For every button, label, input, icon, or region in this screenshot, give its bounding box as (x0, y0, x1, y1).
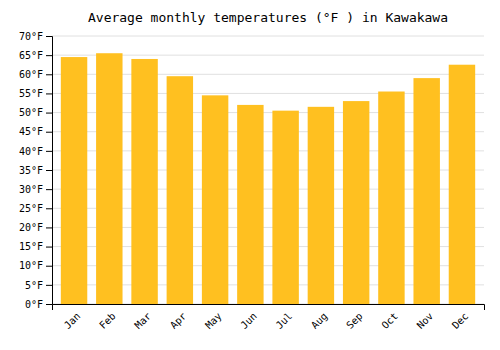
axis-line (46, 37, 53, 305)
axis-line (53, 305, 485, 311)
tick-mark (46, 285, 52, 286)
x-tick: Jul (274, 310, 295, 331)
tick-mark (46, 55, 52, 56)
tick-label: Feb (97, 310, 118, 331)
grid-line (52, 36, 484, 37)
tick-label: 10°F (19, 260, 43, 271)
tick-mark (46, 208, 52, 209)
tick-mark (46, 113, 52, 114)
y-tick: 55°F (19, 88, 52, 99)
tick-mark (46, 151, 52, 152)
y-tick: 35°F (19, 165, 52, 176)
tick-label: 40°F (19, 146, 43, 157)
tick-label: 20°F (19, 222, 43, 233)
tick-label: 50°F (19, 107, 43, 118)
tick-label: 65°F (19, 50, 43, 61)
y-tick: 45°F (19, 126, 52, 137)
y-tick: 60°F (19, 69, 52, 80)
tick-mark (46, 36, 52, 37)
bar (308, 107, 334, 304)
tick-label: 55°F (19, 88, 43, 99)
chart: 0°F 5°F 10°F 15°F 20°F 25°F 30°F 35°F 40°F 45°F 50… (0, 0, 500, 350)
tick-label: 70°F (19, 31, 43, 42)
tick-mark (46, 266, 52, 267)
tick-label: 5°F (25, 280, 43, 291)
tick-label: 30°F (19, 184, 43, 195)
y-tick: 50°F (19, 107, 52, 118)
x-tick: May (203, 310, 224, 331)
tick-mark (46, 304, 52, 305)
x-tick: Jan (62, 310, 83, 331)
y-tick: 5°F (25, 280, 52, 291)
x-tick: Nov (415, 310, 436, 331)
y-tick: 30°F (19, 184, 52, 195)
bar (449, 65, 475, 304)
tick-label: 15°F (19, 241, 43, 252)
tick-label: Jul (274, 310, 295, 331)
tick-label: 60°F (19, 69, 43, 80)
bar (413, 78, 439, 304)
tick-label: 25°F (19, 203, 43, 214)
y-tick: 70°F (19, 31, 52, 42)
tick-mark (46, 189, 52, 190)
tick-label: Aug (309, 310, 330, 331)
tick-label: Mar (133, 310, 154, 331)
tick-mark (46, 247, 52, 248)
y-tick: 10°F (19, 260, 52, 271)
bar (237, 105, 263, 304)
tick-mark (46, 93, 52, 94)
bar (343, 101, 369, 304)
y-tick: 65°F (19, 50, 52, 61)
plot: 0°F 5°F 10°F 15°F 20°F 25°F 30°F 35°F 40°F 45°F 50… (19, 31, 485, 331)
bar (131, 59, 157, 304)
tick-label: Jun (238, 310, 259, 331)
y-tick: 0°F (25, 299, 52, 310)
y-axis: 0°F 5°F 10°F 15°F 20°F 25°F 30°F 35°F 40°F 45°F 50… (19, 31, 53, 310)
x-axis: Jan Feb Mar Apr May Jun Jul Aug Sep Oct Nov Dec (53, 305, 485, 331)
y-tick: 15°F (19, 241, 52, 252)
tick-label: Nov (415, 310, 436, 331)
tick-mark (46, 74, 52, 75)
tick-mark (46, 227, 52, 228)
tick-label: 45°F (19, 126, 43, 137)
tick-label: Dec (450, 310, 471, 331)
tick-label: Jan (62, 310, 83, 331)
bar (167, 76, 193, 304)
x-tick: Jun (238, 310, 259, 331)
x-tick: Mar (133, 310, 154, 331)
x-tick: Oct (379, 310, 400, 331)
x-tick: Sep (344, 310, 365, 331)
tick-label: Sep (344, 310, 365, 331)
bars (61, 53, 475, 304)
bar (61, 57, 87, 304)
title: Average monthly temperatures (°F ) in Ka… (88, 10, 448, 25)
x-tick: Aug (309, 310, 330, 331)
x-tick: Dec (450, 310, 471, 331)
y-tick: 20°F (19, 222, 52, 233)
y-tick: 25°F (19, 203, 52, 214)
tick-label: 35°F (19, 165, 43, 176)
tick-label: Apr (168, 310, 189, 331)
bar (272, 111, 298, 304)
tick-label: Oct (379, 310, 400, 331)
bar (96, 53, 122, 304)
x-tick: Feb (97, 310, 118, 331)
x-tick: Apr (168, 310, 189, 331)
tick-label: May (203, 310, 224, 331)
y-tick: 40°F (19, 146, 52, 157)
tick-label: 0°F (25, 299, 43, 310)
tick-mark (46, 132, 52, 133)
bar (202, 95, 228, 304)
grid (52, 36, 484, 304)
tick-mark (46, 170, 52, 171)
bar (378, 92, 404, 304)
